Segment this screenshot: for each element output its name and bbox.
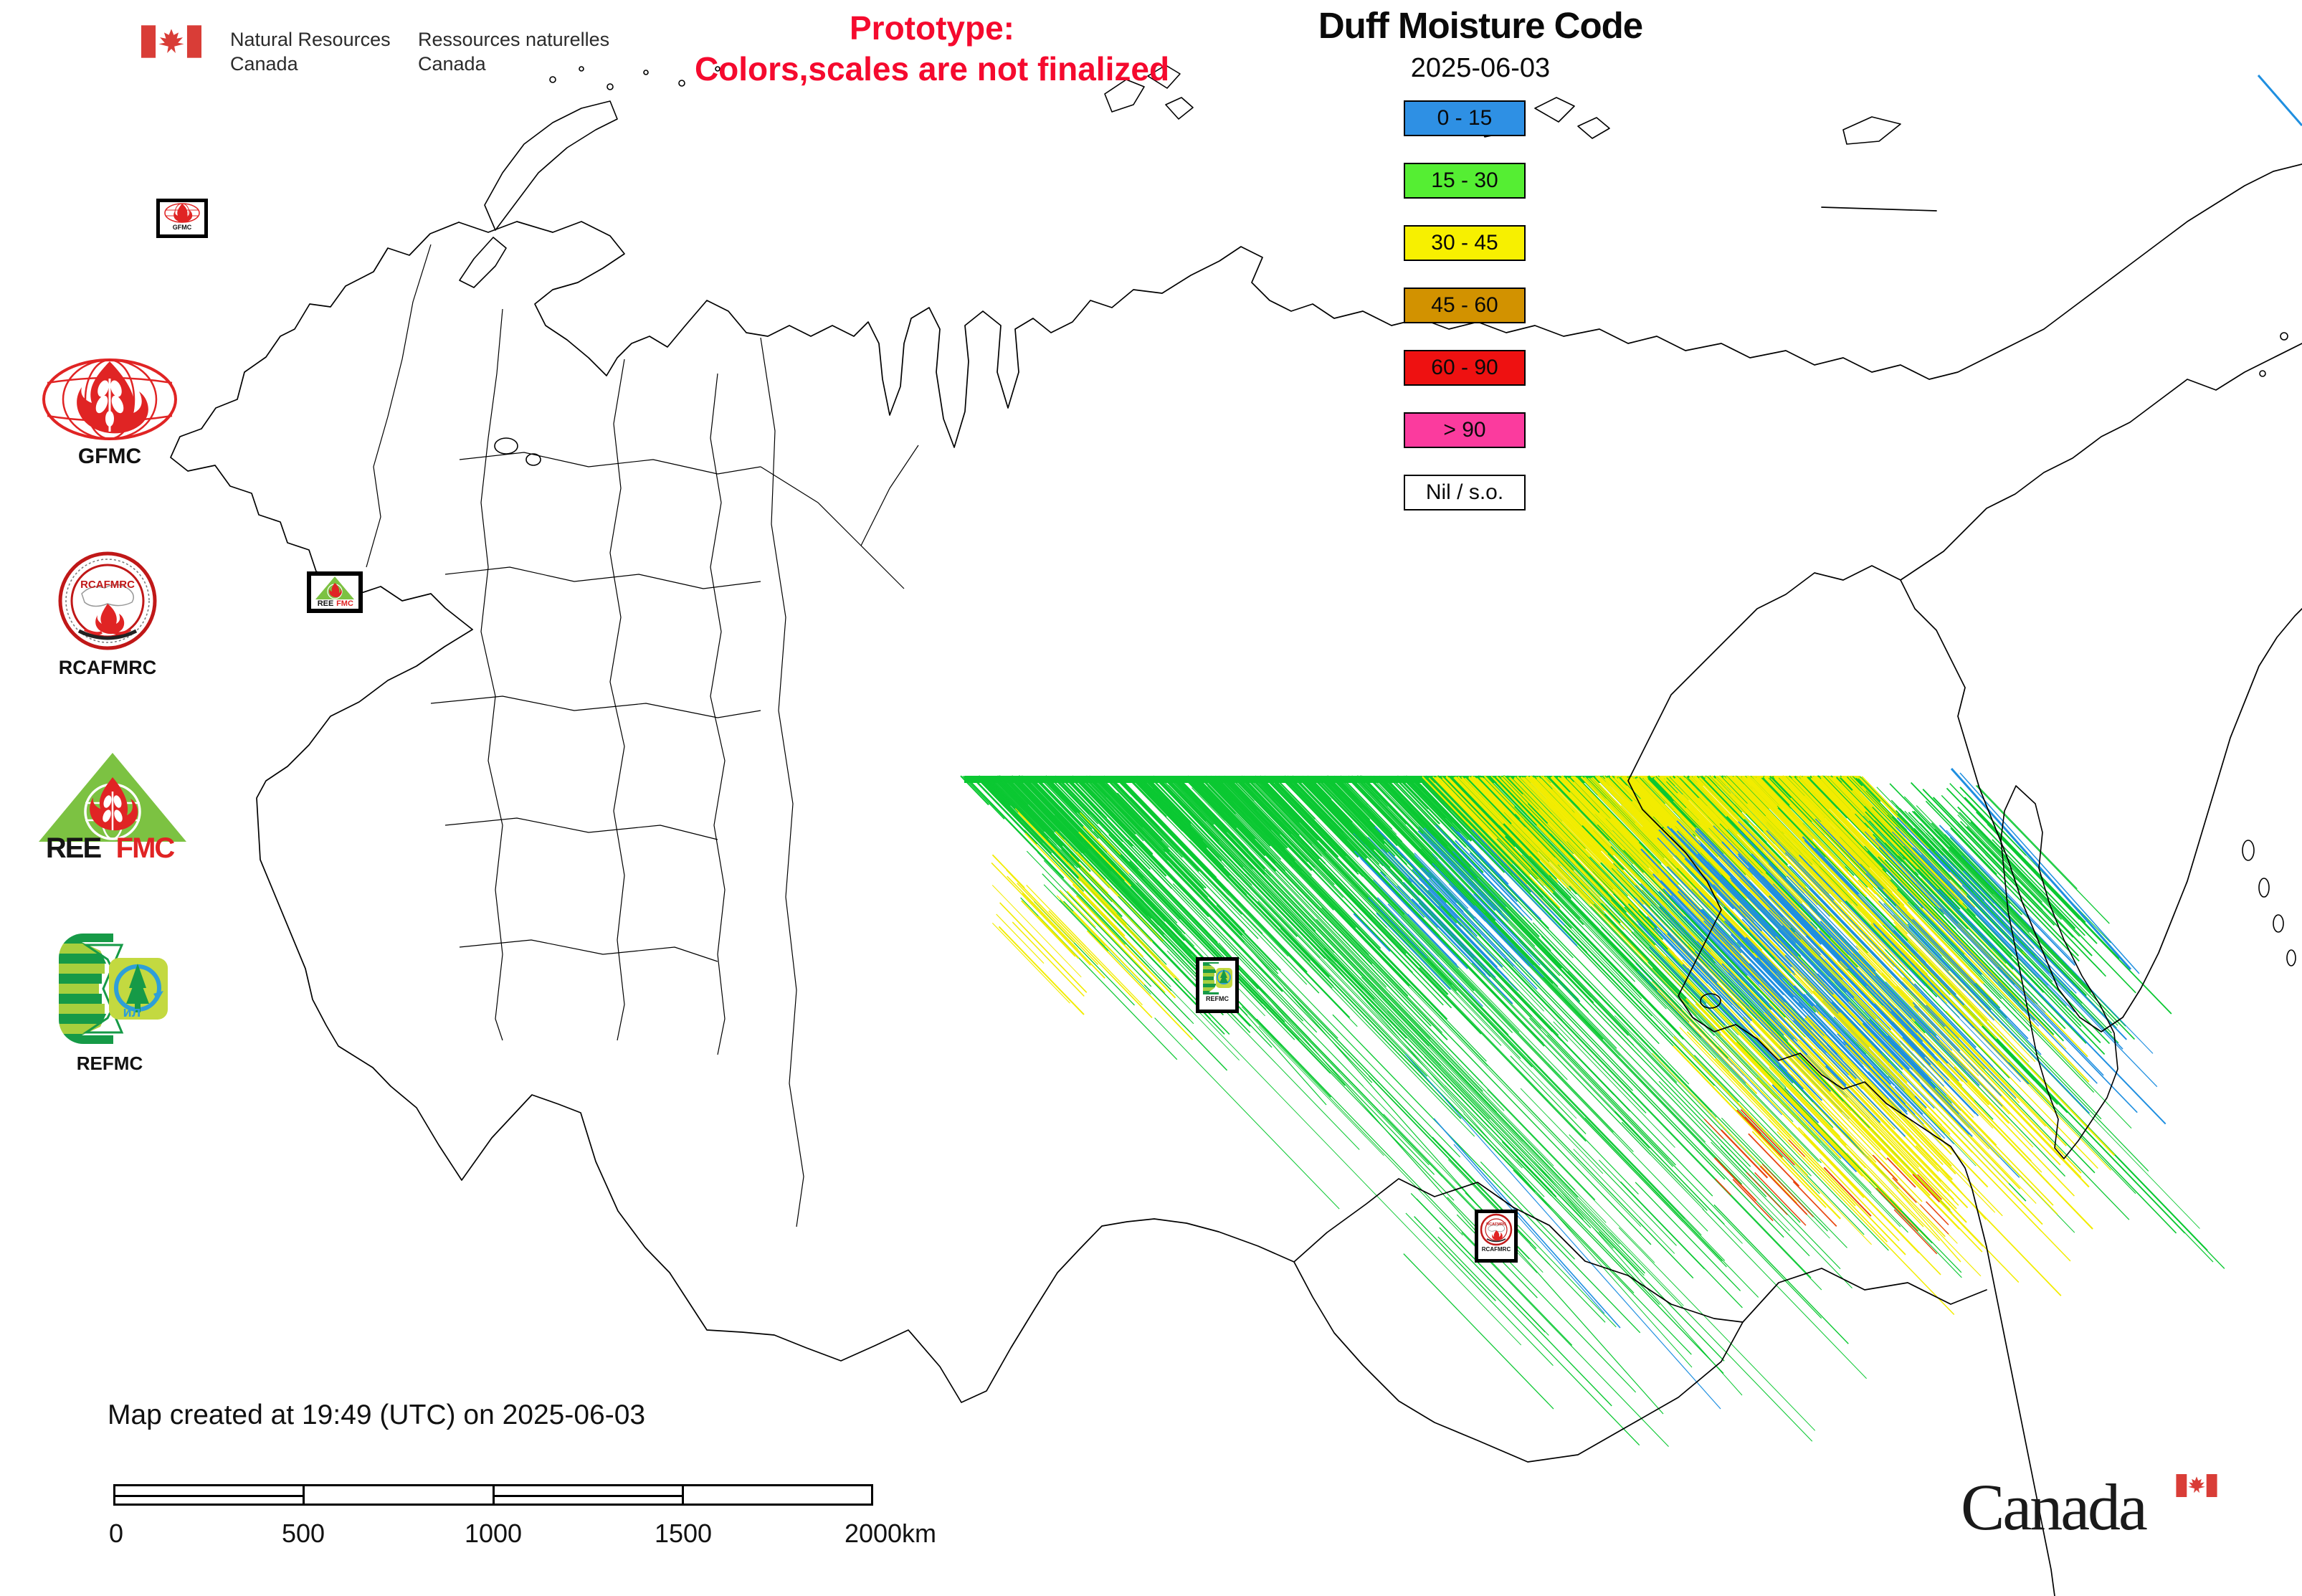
canada-flag-icon <box>141 25 201 58</box>
scale-bar-segment <box>115 1486 305 1504</box>
gfmc-marker-label: GFMC <box>172 224 192 231</box>
scale-tick-1000: 1000 <box>464 1519 523 1548</box>
nrcan-fr-line1: Ressources naturelles <box>418 29 610 50</box>
rcafmrc-logo-label: RCAFMRC <box>58 657 157 678</box>
canada-wordmark-flag-icon <box>2176 1474 2217 1497</box>
nrcan-fr-line2: Canada <box>418 53 486 75</box>
reefmc-marker-label-black: REE <box>318 599 334 607</box>
map-created-timestamp: Map created at 19:49 (UTC) on 2025-06-03 <box>108 1400 646 1430</box>
reefmc-marker-label-red: FMC <box>336 599 353 607</box>
map-marker-reefmc: REE FMC <box>307 571 363 613</box>
refmc-marker-icon <box>1202 961 1232 994</box>
scale-bar <box>113 1484 873 1506</box>
refmc-logo-label: REFMC <box>76 1053 143 1074</box>
rcafmrc-marker-label: RCAFMRC <box>1481 1246 1511 1253</box>
legend-item-0-15: 0 - 15 <box>1404 100 1526 136</box>
legend-item-45-60: 45 - 60 <box>1404 288 1526 323</box>
reefmc-logo: REE FMC <box>39 753 186 861</box>
legend-item-60-90: 60 - 90 <box>1404 350 1526 386</box>
scale-tick-2000: 2000 <box>844 1519 903 1548</box>
rcafmrc-marker-icon: RCAFMRC <box>1480 1213 1513 1246</box>
map-marker-rcafmrc: RCAFMRC RCAFMRC <box>1475 1210 1518 1263</box>
dmc-data-overlay <box>960 75 2302 1447</box>
legend-item-30-45: 30 - 45 <box>1404 225 1526 261</box>
gfmc-logo-label: GFMC <box>77 445 142 468</box>
mongolia-border <box>1293 1178 1744 1463</box>
internal-borders <box>366 244 919 1227</box>
refmc-logo: ил <box>59 934 169 1044</box>
map-marker-gfmc: GFMC <box>156 199 208 238</box>
prototype-line1: Prototype: <box>850 9 1014 47</box>
reefmc-logo-label-black: REE <box>46 832 102 861</box>
refmc-logo-inner-text: ил <box>123 1004 141 1020</box>
refmc-marker-label: REFMC <box>1206 995 1229 1002</box>
gfmc-marker-icon <box>164 203 200 223</box>
rcafmrc-logo-inner-text: RCAFMRC <box>80 579 135 591</box>
reefmc-marker-icon: REE FMC <box>315 576 354 607</box>
prototype-warning: Prototype: Colors,scales are not finaliz… <box>617 7 1247 89</box>
canada-wordmark-text: Canada <box>1961 1471 2148 1544</box>
scale-bar-segment <box>684 1486 871 1504</box>
map-title: Duff Moisture Code <box>1318 5 1643 46</box>
map-marker-refmc: REFMC <box>1196 957 1239 1013</box>
legend-item-gt90: > 90 <box>1404 412 1526 448</box>
scale-tick-1500: 1500 <box>654 1519 713 1548</box>
prototype-line2: Colors,scales are not finalized <box>694 50 1170 87</box>
legend: 0 - 15 15 - 30 30 - 45 45 - 60 60 - 90 >… <box>1404 100 1526 537</box>
map-date: 2025-06-03 <box>1410 53 1551 83</box>
islands <box>459 65 2296 1159</box>
scale-bar-segment <box>494 1486 684 1504</box>
legend-item-nil: Nil / s.o. <box>1404 475 1526 510</box>
rcafmrc-marker-inner-text: RCAFMRC <box>1486 1222 1506 1227</box>
nrcan-signature: Natural Resources Canada Ressources natu… <box>136 17 652 89</box>
nrcan-en-line1: Natural Resources <box>230 29 391 50</box>
scale-unit: km <box>902 1519 936 1548</box>
scale-bar-segment <box>305 1486 495 1504</box>
gfmc-logo <box>42 358 177 440</box>
coastline <box>170 163 2302 1596</box>
nrcan-en-line2: Canada <box>230 53 298 75</box>
scale-tick-0: 0 <box>108 1519 124 1548</box>
rcafmrc-logo: RCAFMRC <box>58 551 157 650</box>
legend-item-15-30: 15 - 30 <box>1404 163 1526 199</box>
reefmc-logo-label-red: FMC <box>116 832 175 861</box>
canada-wordmark: Canada <box>1961 1474 2248 1560</box>
scale-tick-500: 500 <box>281 1519 325 1548</box>
